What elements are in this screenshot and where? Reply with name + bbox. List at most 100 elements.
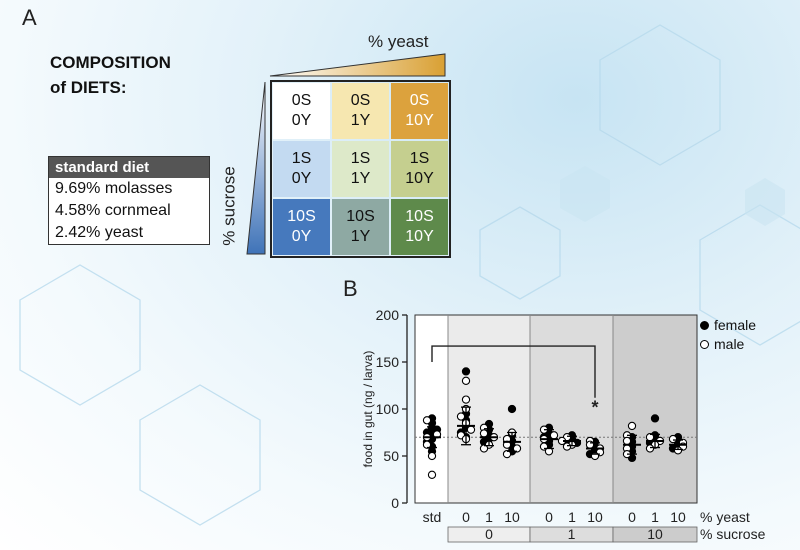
male-data-point bbox=[422, 440, 432, 449]
plot-background-group bbox=[613, 315, 697, 503]
x-tick-label: 1 bbox=[651, 509, 659, 525]
male-data-point bbox=[479, 444, 489, 453]
plot-frame bbox=[414, 314, 698, 504]
diet-cell: 1S 1Y bbox=[332, 141, 389, 197]
y-tick-label: 150 bbox=[376, 354, 400, 370]
y-axis-label: food in gut (ng / larva) bbox=[361, 351, 375, 468]
male-data-point bbox=[622, 436, 632, 446]
x-tick-label: 0 bbox=[545, 509, 553, 525]
diet-cell-sucrose: 1S bbox=[409, 150, 430, 167]
x-tick-label: 0 bbox=[628, 509, 636, 525]
diet-cell-sucrose: 10S bbox=[405, 208, 434, 225]
composition-title-line2: of DIETS: bbox=[50, 78, 127, 97]
male-data-point bbox=[562, 442, 572, 451]
legend-item-male: male bbox=[700, 335, 756, 354]
female-data-point bbox=[507, 404, 517, 414]
x-tick-label: std bbox=[423, 509, 442, 525]
legend: female male bbox=[700, 316, 756, 354]
sucrose-group-bar bbox=[612, 526, 698, 543]
male-data-point bbox=[549, 431, 559, 440]
diet-cell: 0S 1Y bbox=[332, 83, 389, 139]
male-data-point bbox=[461, 376, 471, 385]
diet-cell-sucrose: 0S bbox=[350, 92, 371, 109]
diet-cell-yeast: 10Y bbox=[405, 112, 434, 129]
diet-cell-yeast: 10Y bbox=[405, 170, 434, 187]
male-data-point bbox=[422, 416, 432, 425]
female-data-point bbox=[461, 367, 471, 376]
diet-cell: 10S 10Y bbox=[391, 199, 448, 255]
legend-label-male: male bbox=[714, 336, 745, 352]
x-tick-label: 10 bbox=[670, 509, 686, 525]
plot-background-group bbox=[448, 315, 530, 503]
sucrose-group-label: 10 bbox=[647, 526, 663, 542]
x-row-label-yeast: % yeast bbox=[700, 509, 750, 525]
plot-background-group bbox=[530, 315, 613, 503]
female-marker-icon bbox=[700, 321, 709, 330]
male-data-point bbox=[502, 449, 512, 459]
diet-cell: 10S 0Y bbox=[273, 199, 330, 255]
female-data-point bbox=[650, 414, 660, 423]
panel-a-letter: A bbox=[22, 5, 37, 30]
diet-cell: 0S 0Y bbox=[273, 83, 330, 139]
diet-cell-sucrose: 0S bbox=[291, 92, 312, 109]
y-tick-label: 50 bbox=[383, 448, 399, 464]
male-data-point bbox=[627, 421, 637, 431]
x-tick-label: 1 bbox=[568, 509, 576, 525]
diet-cell-yeast: 1Y bbox=[350, 170, 371, 187]
legend-item-female: female bbox=[700, 316, 756, 335]
diet-cell-sucrose: 10S bbox=[287, 208, 316, 225]
yeast-axis-label: % yeast bbox=[368, 32, 429, 51]
standard-diet-heading: standard diet bbox=[49, 157, 209, 178]
y-tick-label: 200 bbox=[376, 307, 400, 323]
comparison-bracket bbox=[431, 345, 596, 398]
diet-cell-yeast: 0Y bbox=[291, 170, 312, 187]
diet-cell-sucrose: 1S bbox=[350, 150, 371, 167]
male-data-point bbox=[427, 451, 437, 461]
standard-diet-item: 2.42% yeast bbox=[55, 224, 144, 241]
yeast-wedge bbox=[269, 53, 446, 77]
male-data-point bbox=[466, 425, 476, 434]
diet-cell-sucrose: 1S bbox=[291, 150, 312, 167]
diet-cell-yeast: 1Y bbox=[350, 112, 371, 129]
diet-cell-yeast: 1Y bbox=[350, 228, 371, 245]
standard-diet-item: 4.58% cornmeal bbox=[55, 202, 171, 219]
y-tick-label: 100 bbox=[376, 401, 400, 417]
male-marker-icon bbox=[700, 340, 709, 349]
composition-title-line1: COMPOSITION bbox=[50, 53, 171, 72]
legend-label-female: female bbox=[714, 317, 757, 333]
male-data-point bbox=[461, 395, 471, 404]
standard-diet-item: 9.69% molasses bbox=[55, 180, 173, 197]
diet-cell: 0S 10Y bbox=[391, 83, 448, 139]
x-tick-label: 10 bbox=[587, 509, 603, 525]
male-data-point bbox=[427, 470, 437, 479]
sucrose-group-label: 0 bbox=[485, 526, 493, 542]
diet-cell-yeast: 10Y bbox=[405, 228, 434, 245]
diet-cell: 1S 10Y bbox=[391, 141, 448, 197]
x-tick-label: 0 bbox=[462, 509, 470, 525]
composition-title: COMPOSITION of DIETS: bbox=[50, 50, 171, 100]
standard-diet-box: standard diet 9.69% molasses 4.58% cornm… bbox=[48, 156, 210, 245]
diet-cell: 1S 0Y bbox=[273, 141, 330, 197]
diet-composition-grid: 0S 0Y 0S 1Y 0S 10Y 1S 0Y 1S 1Y 1S 10Y 10S 0Y 10S 1Y 10S 1… bbox=[270, 80, 451, 258]
diet-cell-sucrose: 0S bbox=[409, 92, 430, 109]
y-tick-label: 0 bbox=[391, 495, 399, 511]
male-data-point bbox=[512, 444, 522, 453]
male-data-point bbox=[645, 444, 655, 453]
x-tick-label: 10 bbox=[504, 509, 520, 525]
sucrose-group-label: 1 bbox=[568, 526, 576, 542]
significance-star: * bbox=[591, 398, 598, 418]
male-data-point bbox=[456, 412, 466, 421]
diet-cell: 10S 1Y bbox=[332, 199, 389, 255]
diet-cell-sucrose: 10S bbox=[346, 208, 375, 225]
sucrose-wedge bbox=[246, 81, 266, 255]
panel-b-letter: B bbox=[343, 276, 358, 301]
diet-cell-yeast: 0Y bbox=[291, 228, 312, 245]
male-data-point bbox=[479, 429, 489, 438]
x-row-label-sucrose: % sucrose bbox=[700, 526, 766, 542]
x-tick-label: 1 bbox=[485, 509, 493, 525]
diet-cell-yeast: 0Y bbox=[291, 112, 312, 129]
male-data-point bbox=[668, 434, 678, 444]
